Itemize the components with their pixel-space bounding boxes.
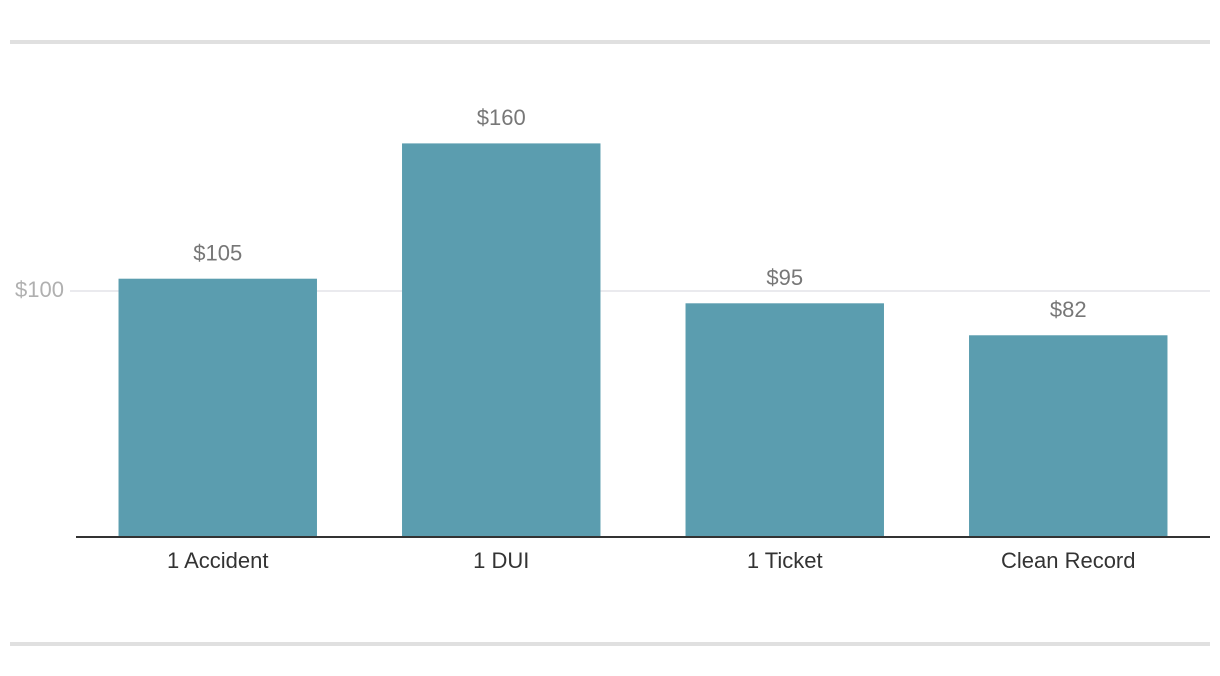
x-tick-label: 1 Ticket <box>747 548 823 573</box>
x-tick-label: 1 Accident <box>167 548 269 573</box>
bar <box>685 303 884 537</box>
bar <box>402 143 601 537</box>
value-label: $105 <box>193 241 242 266</box>
y-tick-label: $100 <box>15 277 64 302</box>
value-label: $82 <box>1050 297 1087 322</box>
x-tick-label: 1 DUI <box>473 548 529 573</box>
x-tick-label: Clean Record <box>1001 548 1136 573</box>
bar <box>118 278 317 537</box>
value-label: $95 <box>766 265 803 290</box>
bar <box>969 335 1168 537</box>
value-label: $160 <box>477 105 526 130</box>
